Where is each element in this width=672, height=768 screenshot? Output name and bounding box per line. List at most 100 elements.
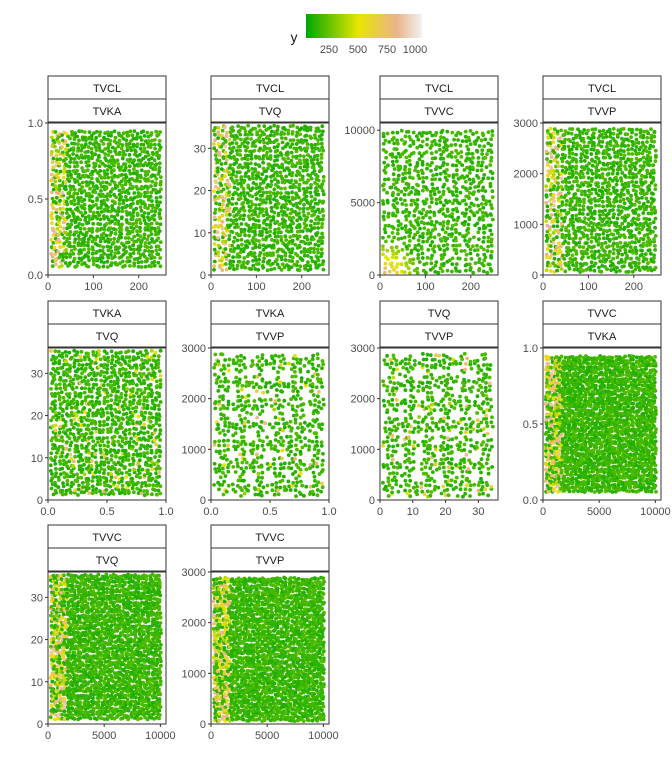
data-point — [316, 226, 320, 230]
data-point — [131, 401, 136, 406]
data-point — [216, 126, 221, 130]
data-point — [260, 172, 265, 177]
data-point — [265, 268, 270, 273]
data-point — [450, 232, 454, 236]
data-point — [404, 155, 409, 160]
data-point — [102, 460, 107, 465]
data-point — [56, 191, 61, 196]
data-point — [320, 221, 325, 226]
data-point — [73, 390, 78, 395]
data-point — [58, 198, 62, 203]
data-point — [50, 216, 54, 221]
data-point — [93, 190, 98, 195]
data-point — [402, 235, 407, 240]
data-point — [71, 473, 76, 477]
data-point — [119, 146, 124, 151]
data-point — [220, 256, 225, 260]
data-point — [320, 182, 325, 187]
data-point — [156, 132, 161, 137]
data-point — [470, 152, 475, 156]
data-point — [571, 220, 575, 224]
data-point — [420, 159, 425, 164]
data-point — [138, 205, 143, 210]
data-point — [286, 179, 290, 183]
data-point — [447, 199, 452, 204]
data-point — [56, 391, 61, 396]
data-point — [56, 485, 61, 490]
data-point — [123, 179, 128, 183]
data-point — [548, 233, 552, 238]
data-point — [153, 167, 158, 172]
data-point — [603, 249, 607, 254]
data-point — [585, 155, 589, 160]
data-point — [97, 265, 101, 269]
data-point — [220, 195, 225, 200]
data-point — [558, 244, 563, 249]
data-point — [556, 164, 561, 169]
data-point — [555, 209, 560, 214]
data-point — [111, 207, 116, 212]
data-point — [108, 429, 113, 434]
data-point — [434, 142, 438, 147]
data-point — [135, 172, 139, 177]
data-point — [51, 187, 56, 192]
data-point — [447, 173, 451, 178]
data-point — [79, 358, 83, 363]
data-point — [158, 240, 163, 245]
data-point — [622, 225, 627, 230]
data-point — [58, 207, 63, 211]
data-point — [105, 253, 110, 258]
data-point — [390, 264, 394, 269]
data-point — [50, 135, 54, 140]
data-point — [76, 367, 81, 372]
data-point — [54, 195, 59, 200]
data-point — [622, 144, 627, 148]
data-point — [490, 195, 495, 200]
data-point — [489, 249, 494, 254]
data-point — [395, 207, 399, 212]
data-point — [89, 464, 94, 468]
data-point — [91, 210, 96, 215]
data-point — [256, 214, 261, 219]
data-point — [71, 146, 76, 151]
data-point — [291, 138, 296, 143]
data-point — [126, 458, 131, 462]
data-point — [466, 231, 471, 235]
data-point — [556, 229, 560, 233]
data-point — [275, 239, 279, 243]
data-point — [411, 130, 416, 135]
data-point — [69, 172, 73, 177]
data-point — [108, 149, 113, 154]
data-point — [132, 191, 137, 195]
data-point — [135, 211, 140, 216]
strip-top-label: TVCL — [425, 83, 453, 95]
data-point — [141, 142, 146, 147]
data-point — [220, 263, 225, 267]
data-point — [393, 213, 398, 218]
data-point — [464, 252, 469, 257]
data-point — [139, 168, 144, 173]
data-point — [306, 260, 310, 265]
data-point — [53, 455, 58, 459]
data-point — [275, 190, 280, 195]
data-point — [267, 162, 272, 167]
data-point — [82, 189, 87, 193]
data-point — [112, 180, 117, 185]
data-point — [641, 237, 646, 242]
data-point — [109, 411, 114, 416]
data-point — [71, 194, 75, 199]
data-point — [90, 479, 95, 483]
data-point — [90, 172, 94, 177]
data-point — [438, 138, 442, 143]
data-point — [320, 132, 324, 137]
data-point — [53, 179, 58, 184]
data-point — [53, 262, 58, 267]
data-point — [245, 191, 250, 196]
data-point — [137, 401, 142, 406]
data-point — [98, 243, 102, 248]
data-point — [130, 133, 135, 138]
data-point — [449, 155, 454, 159]
data-point — [60, 489, 65, 493]
data-point — [309, 255, 314, 260]
scatter-points — [48, 348, 163, 498]
